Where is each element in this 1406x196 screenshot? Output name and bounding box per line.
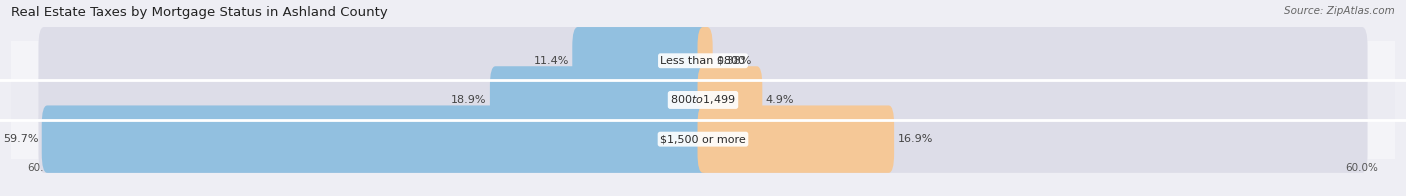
Text: Less than $800: Less than $800 (661, 56, 745, 66)
Text: 16.9%: 16.9% (897, 134, 932, 144)
Text: 0.38%: 0.38% (716, 56, 751, 66)
Text: 4.9%: 4.9% (766, 95, 794, 105)
Text: 11.4%: 11.4% (534, 56, 569, 66)
Text: 18.9%: 18.9% (451, 95, 486, 105)
Bar (11, 120, 1395, 159)
Text: 59.7%: 59.7% (3, 134, 38, 144)
FancyBboxPatch shape (697, 66, 762, 134)
FancyBboxPatch shape (697, 105, 894, 173)
Text: Real Estate Taxes by Mortgage Status in Ashland County: Real Estate Taxes by Mortgage Status in … (11, 6, 388, 19)
FancyBboxPatch shape (572, 27, 709, 94)
FancyBboxPatch shape (42, 105, 709, 173)
Text: Source: ZipAtlas.com: Source: ZipAtlas.com (1284, 6, 1395, 16)
Bar (11, 80, 1395, 120)
Text: $800 to $1,499: $800 to $1,499 (671, 93, 735, 106)
Text: $1,500 or more: $1,500 or more (661, 134, 745, 144)
FancyBboxPatch shape (38, 105, 1368, 173)
FancyBboxPatch shape (489, 66, 709, 134)
FancyBboxPatch shape (38, 27, 1368, 94)
FancyBboxPatch shape (697, 27, 713, 94)
FancyBboxPatch shape (38, 66, 1368, 134)
Bar (11, 41, 1395, 80)
